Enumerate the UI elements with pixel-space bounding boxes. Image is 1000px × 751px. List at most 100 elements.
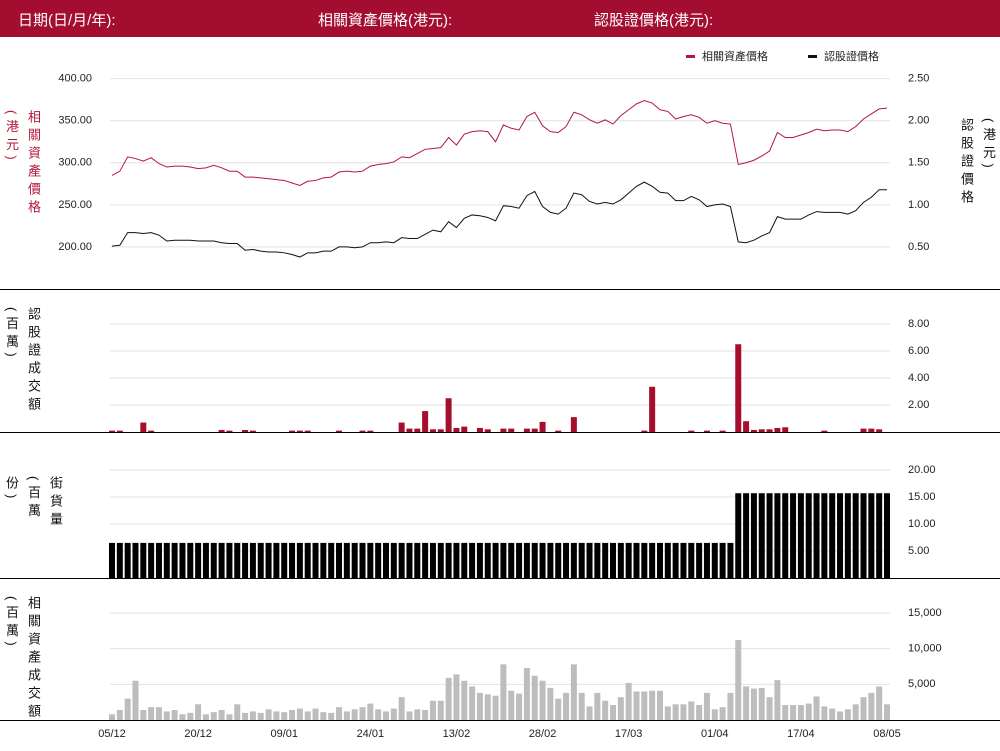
bar — [422, 710, 429, 720]
bar — [390, 708, 397, 720]
bar — [539, 680, 546, 720]
bar — [359, 707, 366, 720]
bar — [758, 493, 765, 578]
bar — [422, 542, 429, 578]
x-tick-label: 01/04 — [701, 728, 729, 740]
bar — [719, 707, 726, 720]
bar — [289, 430, 296, 432]
bar — [422, 411, 429, 432]
bar — [445, 677, 452, 720]
bar — [445, 542, 452, 578]
bar — [281, 712, 288, 720]
bar — [782, 427, 789, 432]
bar — [226, 542, 233, 578]
bar — [320, 542, 327, 578]
bar — [445, 398, 452, 432]
bar — [492, 695, 499, 720]
bar — [852, 704, 859, 720]
bar — [148, 542, 155, 578]
bar — [821, 430, 828, 432]
bar — [696, 542, 703, 578]
bar — [813, 493, 820, 578]
bar — [570, 417, 577, 432]
bar — [523, 542, 530, 578]
bar — [508, 428, 515, 432]
bar — [109, 542, 115, 578]
bar — [476, 692, 483, 720]
bar — [312, 708, 319, 720]
bar — [844, 709, 851, 720]
y-tick-label: 15.00 — [908, 491, 936, 503]
y-tick-label: 20.00 — [908, 464, 936, 476]
bar — [406, 711, 413, 720]
x-tick-label: 09/01 — [270, 728, 298, 740]
bar — [813, 696, 820, 720]
bar — [296, 430, 303, 432]
bar — [359, 430, 366, 432]
bar — [531, 428, 538, 432]
bar — [320, 712, 327, 720]
bar — [406, 542, 413, 578]
y-tick-label: 350.00 — [58, 115, 92, 127]
bar — [688, 701, 695, 720]
bar — [312, 542, 319, 578]
bar — [610, 542, 617, 578]
bar — [382, 542, 389, 578]
x-tick-label: 28/02 — [529, 728, 557, 740]
bar — [743, 421, 750, 432]
bar — [680, 704, 687, 720]
bar — [703, 542, 710, 578]
bar — [711, 542, 718, 578]
bar — [735, 493, 742, 578]
bar — [375, 709, 382, 720]
y-axis-label: 相關資產成交額(百萬) — [4, 596, 41, 722]
bar — [187, 712, 194, 720]
bar — [664, 542, 671, 578]
bar — [829, 708, 836, 720]
bar — [289, 710, 296, 720]
bar — [500, 664, 507, 720]
bar — [116, 430, 123, 432]
bar — [195, 542, 202, 578]
bar — [265, 709, 272, 720]
bar — [484, 429, 491, 432]
bar — [453, 674, 460, 720]
y-axis-label: 街貨量(百萬份) — [4, 476, 63, 530]
bar — [148, 707, 155, 720]
bar — [844, 493, 851, 578]
bar — [531, 542, 538, 578]
bar — [516, 693, 523, 720]
bar — [226, 430, 233, 432]
bar — [187, 542, 194, 578]
bar — [876, 686, 883, 720]
bar — [273, 542, 280, 578]
date-label: 日期(日/月/年): — [18, 12, 116, 29]
bar — [805, 493, 812, 578]
bar — [273, 711, 280, 720]
bar — [124, 542, 131, 578]
bar — [837, 711, 844, 720]
bar — [555, 430, 562, 432]
bar — [539, 542, 546, 578]
bar — [876, 493, 883, 578]
y-tick-label: 8.00 — [908, 318, 929, 330]
bar — [195, 704, 202, 720]
bar — [304, 711, 311, 720]
y2-tick-label: 0.50 — [908, 241, 929, 253]
y-axis-label: 認股證成交額(百萬) — [4, 307, 41, 415]
bar — [821, 706, 828, 720]
legend-marker — [686, 55, 695, 58]
bar — [633, 691, 640, 720]
bar — [570, 542, 577, 578]
bar — [296, 708, 303, 720]
bar — [523, 667, 530, 720]
bar — [656, 542, 663, 578]
bar — [249, 430, 256, 432]
bar — [453, 427, 460, 432]
bar — [469, 542, 476, 578]
bar — [469, 686, 476, 720]
bar — [711, 709, 718, 720]
x-tick-label: 13/02 — [443, 728, 471, 740]
bar — [171, 710, 178, 720]
bar — [766, 697, 773, 720]
